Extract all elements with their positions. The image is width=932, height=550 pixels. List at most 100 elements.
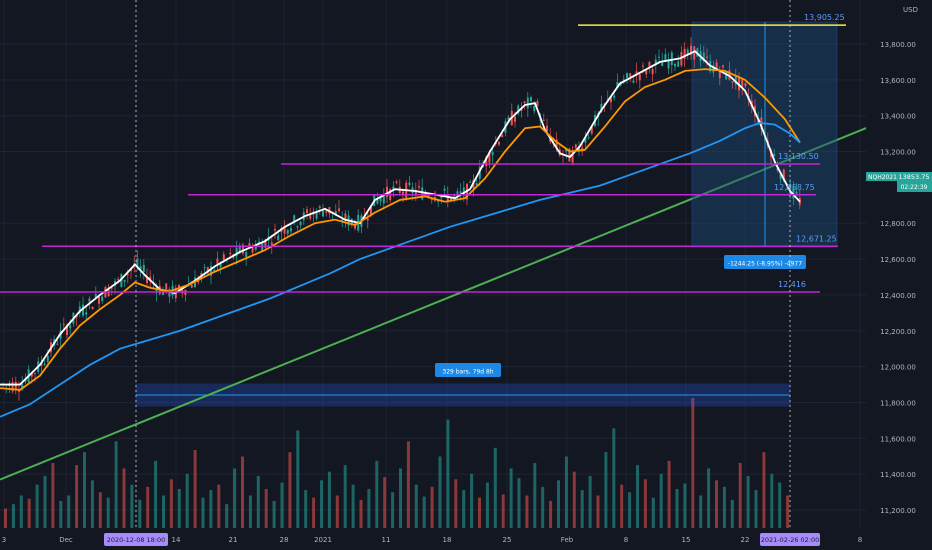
price-tick-label: 12,400.00 [880, 292, 916, 300]
candle-body [693, 46, 696, 60]
volume-bar [715, 480, 718, 528]
volume-bar [154, 460, 158, 528]
volume-bar [501, 494, 505, 528]
volume-bar [699, 495, 703, 528]
candle-body [584, 137, 587, 143]
candle-body [427, 195, 430, 198]
candle-body [706, 56, 708, 58]
candle-body [91, 307, 94, 310]
volume-bar [399, 468, 402, 528]
volume-bar [225, 504, 229, 528]
candle-body [578, 146, 580, 152]
volume-bar [564, 456, 568, 528]
volume-bar [391, 492, 395, 528]
moving-average-line [0, 121, 801, 418]
volume-bar [67, 495, 71, 528]
volume-bar [786, 495, 790, 528]
candle-body [488, 151, 491, 163]
candle-body [776, 168, 779, 171]
candle-body [251, 247, 254, 253]
candle-body [354, 223, 356, 229]
candle-body [258, 241, 260, 243]
time-tick-label: 15 [682, 536, 691, 544]
candle-body [725, 72, 728, 80]
candle-body [590, 125, 593, 134]
candle-body [18, 389, 20, 392]
currency-label: USD [903, 6, 918, 14]
volume-bar [628, 492, 632, 528]
volume-bar [557, 480, 560, 528]
candle-body [610, 97, 612, 103]
candle-body [370, 205, 372, 216]
price-tick-label: 11,200.00 [880, 507, 916, 515]
candle-body [149, 276, 152, 281]
candle-body [402, 191, 404, 194]
candle-body [110, 287, 113, 289]
candle-body [702, 52, 705, 62]
volume-bar [248, 495, 252, 528]
candle-body [299, 221, 302, 226]
time-axis-bg [0, 528, 932, 550]
horizontal-levels[interactable]: 13,905.25 13,130.50 12,958.75 12,671.25 12,4… [0, 13, 846, 293]
candle-body [318, 206, 321, 209]
candle-body [629, 73, 632, 77]
candle-body [213, 269, 216, 272]
candle-body [130, 269, 132, 272]
candle-body [446, 194, 449, 203]
candle-body [69, 325, 72, 329]
candle-body [14, 381, 17, 391]
volume-bar [470, 473, 474, 528]
volume-bar [4, 508, 7, 528]
candle-body [734, 75, 737, 85]
candle-body [645, 70, 648, 75]
candle-body [274, 229, 276, 231]
time-tick-label: 8 [624, 536, 628, 544]
symbol-tag-bg [866, 172, 910, 181]
volume-bar [478, 497, 481, 528]
candle-body [376, 198, 379, 204]
volume-bar [264, 489, 268, 528]
volume-bar [612, 428, 616, 528]
candle-body [738, 76, 740, 91]
candle-body [526, 97, 529, 109]
volume-bar [75, 465, 79, 528]
candle-body [123, 279, 126, 282]
volume-bar [738, 463, 742, 528]
candle-body [450, 197, 452, 202]
volume-bar [241, 456, 244, 528]
volume-bar [272, 500, 276, 528]
price-tick-label: 13,800.00 [880, 41, 916, 49]
last-price-tag-bg [897, 172, 932, 192]
candle-body [78, 306, 81, 314]
volume-bar [359, 499, 363, 528]
candle-body [741, 79, 744, 88]
candle-body [414, 189, 417, 195]
range-start-tag: 2020-12-08 18:00 [107, 536, 166, 544]
volume-bar [746, 476, 750, 528]
volume-bar [217, 484, 221, 528]
candle-body [453, 195, 456, 197]
candle-body [658, 56, 660, 58]
volume-bar [256, 476, 260, 528]
candle-body [690, 45, 692, 55]
time-tick-label: Feb [561, 536, 574, 544]
candle-body [792, 186, 795, 199]
price-range-measure[interactable]: -1244.25 (-8.95%) -4977 [691, 21, 838, 269]
candle-body [222, 254, 225, 261]
candle-body [238, 246, 241, 254]
candle-body [616, 82, 619, 89]
volume-bar [312, 497, 316, 528]
candle-body [728, 70, 731, 80]
price-tick-label: 11,800.00 [880, 399, 916, 407]
volume-bar [351, 484, 355, 528]
volume-bar [446, 419, 450, 528]
candle-body [475, 183, 478, 186]
time-tick-label: 2021 [314, 536, 332, 544]
candle-body [293, 215, 296, 222]
candle-body [34, 373, 36, 375]
candle-body [322, 210, 324, 217]
volume-bar [572, 471, 576, 528]
volume-bar [335, 495, 339, 528]
price-tick-label: 12,200.00 [880, 328, 916, 336]
